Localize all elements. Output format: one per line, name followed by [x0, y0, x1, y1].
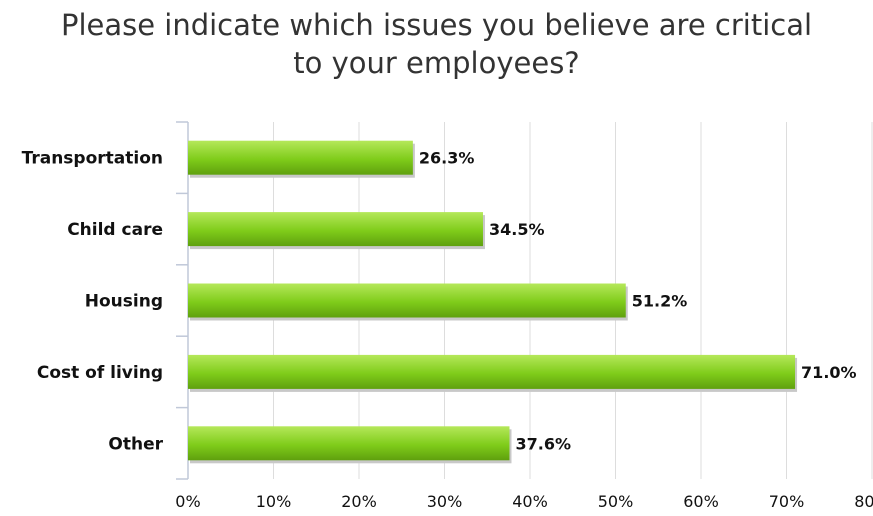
- bar: [188, 354, 796, 389]
- chart-title: Please indicate which issues you believe…: [0, 6, 873, 82]
- value-label: 37.6%: [515, 434, 571, 453]
- x-tick-label: 70%: [769, 492, 805, 511]
- category-label: Cost of living: [37, 363, 163, 383]
- x-tick-label: 80%: [854, 492, 873, 511]
- x-tick-label: 40%: [512, 492, 548, 511]
- bar: [188, 140, 413, 175]
- value-label: 51.2%: [632, 292, 688, 311]
- category-labels: Transportation Child care Housing Cost of l…: [22, 149, 164, 455]
- value-label: 71.0%: [801, 363, 857, 382]
- x-tick-label: 60%: [683, 492, 719, 511]
- chart-title-line-1: Please indicate which issues you believe…: [60, 8, 813, 42]
- x-tick-label: 20%: [341, 492, 377, 511]
- category-label: Other: [108, 434, 163, 454]
- category-label: Housing: [85, 292, 163, 312]
- value-labels: 26.3% 34.5% 51.2% 71.0% 37.6%: [419, 149, 857, 454]
- x-tick-label: 10%: [256, 492, 292, 511]
- category-label: Transportation: [22, 149, 163, 169]
- bar: [188, 283, 626, 318]
- x-tick-label: 50%: [598, 492, 634, 511]
- category-label: Child care: [67, 220, 163, 240]
- x-tick-labels: 0% 10% 20% 30% 40% 50% 60% 70% 80%: [175, 492, 873, 511]
- x-tick-label: 30%: [427, 492, 463, 511]
- chart-title-line-2: to your employees?: [293, 46, 580, 80]
- value-label: 34.5%: [489, 220, 545, 239]
- bars: [188, 140, 798, 464]
- bar: [188, 212, 483, 247]
- bar: [188, 426, 510, 461]
- y-axis: [176, 121, 189, 480]
- x-tick-label: 0%: [175, 492, 200, 511]
- value-label: 26.3%: [419, 149, 475, 168]
